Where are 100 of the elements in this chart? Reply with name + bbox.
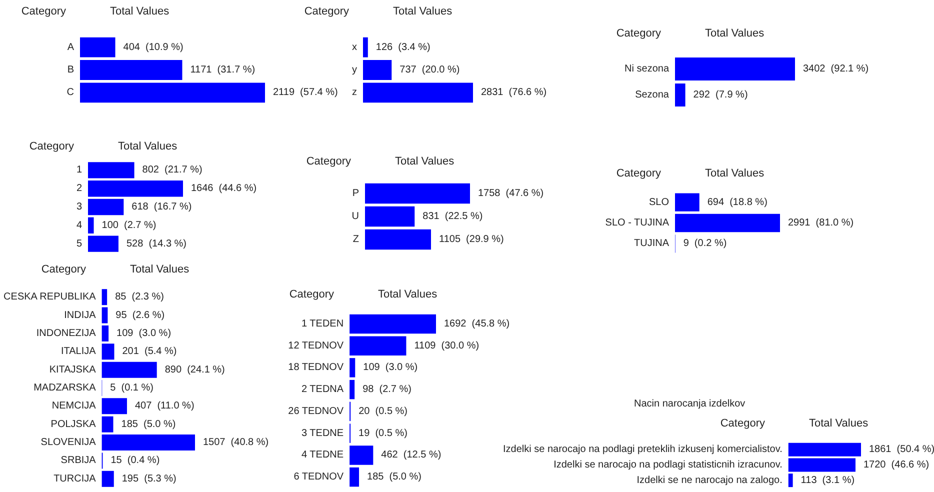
- data-label: 109 (3.0 %): [116, 328, 172, 339]
- y-tick-label: CESKA REPUBLIKA: [4, 292, 96, 303]
- y-tick-label: B: [67, 64, 74, 76]
- y-tick-label: TUJINA: [634, 238, 670, 250]
- y-tick-label: INDIJA: [64, 310, 96, 321]
- y-tick-label: 18 TEDNOV: [288, 362, 344, 374]
- data-label: 5 (0.1 %): [110, 382, 154, 394]
- data-label: 201 (5.4 %): [122, 346, 177, 358]
- data-label: 618 (16.7 %): [132, 202, 192, 212]
- y-tick-label: 1: [76, 164, 82, 176]
- bar: [350, 358, 356, 378]
- y-axis-title: Category: [720, 418, 766, 430]
- y-tick-label: x: [352, 42, 357, 53]
- y-tick-label: Izdelki se ne narocajo na zalogo.: [636, 474, 782, 486]
- y-tick-label: KITAJSKA: [49, 364, 96, 376]
- y-axis-title: Category: [29, 140, 74, 152]
- data-label: 113 (3.1 %): [800, 474, 855, 486]
- bar: [102, 289, 108, 306]
- y-tick-label: 26 TEDNOV: [288, 406, 344, 417]
- x-axis-title: Total Values: [705, 168, 765, 180]
- y-tick-label: TURCIJA: [54, 473, 96, 484]
- data-label: 1692 (45.8 %): [444, 318, 510, 330]
- bar: [88, 198, 124, 216]
- y-axis-title: Category: [21, 6, 66, 18]
- data-label: 98 (2.7 %): [362, 384, 412, 396]
- y-tick-label: NEMCIJA: [52, 400, 96, 412]
- y-tick-label: SLOVENIJA: [40, 437, 96, 448]
- data-label: 1109 (30.0 %): [414, 340, 480, 352]
- y-tick-label: 4 TEDNE: [302, 450, 344, 461]
- y-tick-label: 3: [76, 202, 82, 212]
- x-axis-title: Total Values: [705, 28, 765, 40]
- y-tick-label: Z: [352, 234, 359, 245]
- data-label: 528 (14.3 %): [126, 238, 187, 250]
- y-tick-label: MADZARSKA: [34, 382, 96, 394]
- y-tick-label: POLJSKA: [50, 418, 96, 430]
- y-tick-label: 1 TEDEN: [302, 318, 344, 330]
- y-tick-label: z: [352, 87, 357, 98]
- bar: [102, 362, 157, 378]
- x-axis-title: Total Values: [809, 418, 869, 430]
- data-label: 292 (7.9 %): [693, 90, 748, 100]
- data-label: 1105 (29.9 %): [439, 234, 504, 245]
- bar: [350, 467, 360, 487]
- y-tick-label: 2 TEDNA: [302, 384, 344, 396]
- y-tick-label: Sezona: [635, 90, 670, 100]
- data-label: 95 (2.6 %): [116, 310, 165, 321]
- data-label: 109 (3.0 %): [363, 362, 418, 374]
- y-tick-label: 2: [76, 183, 82, 194]
- data-label: 1171 (31.7 %): [190, 64, 256, 76]
- bar: [102, 325, 109, 342]
- y-tick-label: Ni sezona: [624, 64, 670, 74]
- y-tick-label: C: [66, 87, 74, 98]
- y-tick-label: 5: [76, 238, 82, 250]
- bar: [350, 380, 355, 400]
- y-tick-label: U: [352, 211, 359, 222]
- x-axis-title: Total Values: [393, 6, 453, 18]
- data-label: 1758 (47.6 %): [478, 188, 544, 199]
- data-label: 9 (0.2 %): [683, 238, 727, 250]
- bar: [102, 398, 127, 414]
- y-tick-label: INDONEZIJA: [36, 328, 96, 339]
- data-label: 1861 (50.4 %): [869, 444, 934, 456]
- data-label: 19 (0.5 %): [358, 428, 408, 439]
- data-label: 185 (5.0 %): [121, 418, 176, 430]
- y-tick-label: Izdelki se narocajo na podlagi statisticnih izracunov.: [554, 460, 782, 470]
- x-axis-title: Total Values: [118, 140, 178, 152]
- y-tick-label: SRBIJA: [60, 455, 96, 466]
- y-tick-label: 4: [76, 220, 82, 231]
- data-label: 2831 (76.6 %): [481, 87, 547, 98]
- text: Nacin narocanja izdelkov: [634, 398, 746, 410]
- data-label: 1646 (44.6 %): [191, 183, 257, 194]
- x-axis-title: Total Values: [130, 264, 190, 276]
- data-label: 20 (0.5 %): [358, 406, 408, 417]
- y-tick-label: P: [352, 188, 360, 199]
- data-label: 404 (10.9 %): [123, 42, 184, 53]
- y-axis-title: Category: [304, 6, 350, 18]
- bar: [102, 416, 114, 432]
- y-axis-title: Category: [289, 288, 334, 300]
- y-tick-label: 6 TEDNOV: [294, 472, 344, 483]
- data-label: 831 (22.5 %): [422, 211, 483, 222]
- bar: [350, 446, 374, 465]
- bar: [102, 307, 108, 324]
- bar: [88, 217, 94, 234]
- y-tick-label: SLO - TUJINA: [605, 218, 670, 228]
- y-tick-label: ITALIJA: [60, 346, 96, 358]
- bar: [102, 434, 195, 451]
- y-tick-label: SLO: [648, 196, 670, 208]
- bar: [102, 470, 114, 487]
- y-axis-title: Category: [41, 264, 86, 276]
- y-axis-title: Category: [616, 168, 662, 180]
- x-axis-title: Total Values: [395, 156, 455, 168]
- y-tick-label: Izdelki se narocajo na podlagi preteklih izkusenj komercialistov.: [502, 444, 782, 456]
- y-tick-label: 12 TEDNOV: [288, 340, 344, 352]
- data-label: 2119 (57.4 %): [273, 87, 338, 98]
- bar: [88, 162, 134, 178]
- data-label: 126 (3.4 %): [376, 42, 430, 53]
- data-label: 407 (11.0 %): [134, 400, 194, 412]
- data-label: 2991 (81.0 %): [788, 218, 854, 228]
- data-label: 100 (2.7 %): [102, 220, 156, 231]
- data-label: 802 (21.7 %): [142, 164, 202, 176]
- data-label: 195 (5.3 %): [122, 473, 176, 484]
- y-tick-label: A: [67, 42, 74, 53]
